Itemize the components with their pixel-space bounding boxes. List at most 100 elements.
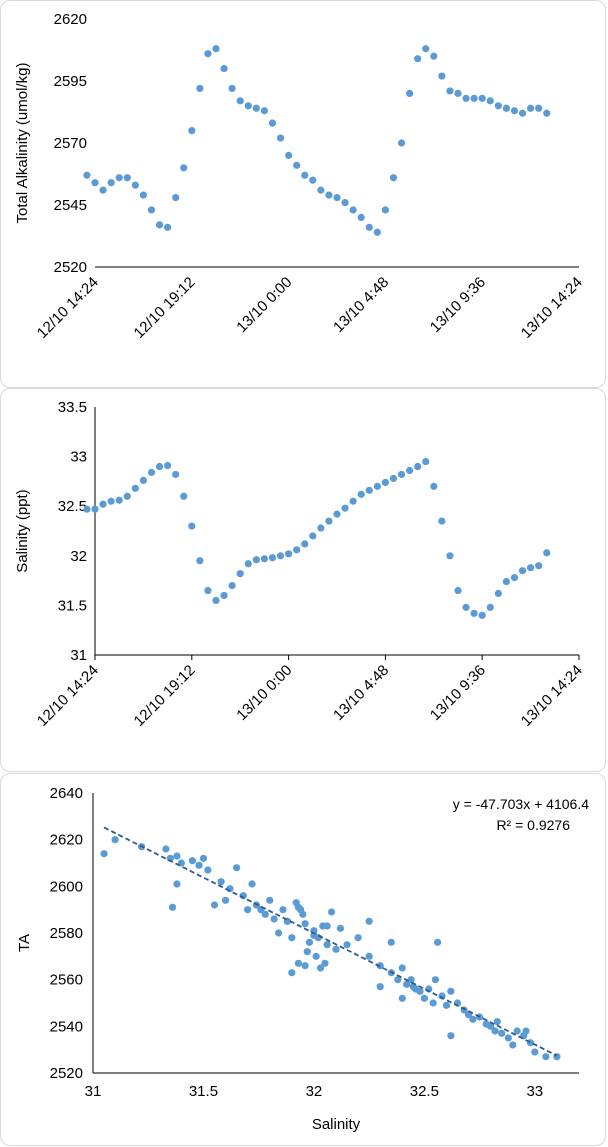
y-tick-label: 2600 bbox=[50, 878, 83, 895]
data-point bbox=[173, 880, 181, 888]
data-point bbox=[430, 482, 438, 490]
data-point bbox=[510, 574, 519, 582]
data-point bbox=[164, 461, 172, 470]
data-point bbox=[172, 193, 180, 202]
x-axis-title: Salinity bbox=[312, 1116, 361, 1133]
data-point bbox=[131, 484, 139, 492]
data-point bbox=[397, 470, 406, 479]
data-point bbox=[276, 134, 285, 142]
data-point bbox=[518, 109, 527, 117]
data-point bbox=[336, 924, 345, 932]
data-point bbox=[217, 878, 225, 886]
data-point bbox=[139, 191, 147, 199]
x-tick-label: 13/10 0:00 bbox=[233, 274, 295, 336]
data-point bbox=[188, 857, 197, 865]
y-tick-label: 31 bbox=[70, 647, 87, 664]
data-point bbox=[398, 994, 406, 1002]
data-point bbox=[422, 457, 430, 466]
data-point bbox=[323, 922, 331, 930]
x-tick-label: 13/10 14:24 bbox=[518, 662, 586, 730]
data-point bbox=[527, 564, 535, 572]
alkalinity-time-chart-panel: 2520 2545 2570 2595 2620 12/10 14:24 12/10 19:… bbox=[0, 0, 606, 388]
data-point bbox=[293, 161, 301, 169]
data-point bbox=[341, 504, 349, 512]
y-axis-title: Salinity (ppt) bbox=[14, 489, 31, 572]
data-point bbox=[447, 1032, 455, 1040]
data-point bbox=[341, 198, 349, 207]
data-point bbox=[228, 84, 236, 93]
data-point bbox=[438, 72, 446, 80]
y-tick-label: 2640 bbox=[50, 785, 83, 802]
data-point bbox=[204, 50, 212, 58]
y-tick-label: 2580 bbox=[50, 925, 83, 942]
data-point bbox=[414, 55, 422, 63]
data-point bbox=[365, 223, 373, 231]
data-point bbox=[486, 97, 494, 105]
data-point bbox=[131, 181, 139, 189]
data-point bbox=[333, 193, 341, 202]
data-point bbox=[188, 127, 196, 135]
y-tick-label: 2540 bbox=[50, 1018, 83, 1035]
data-point bbox=[470, 94, 478, 102]
data-point bbox=[221, 896, 230, 904]
y-tick-label: 33 bbox=[70, 449, 87, 466]
x-tick-label: 13/10 4:48 bbox=[330, 274, 392, 336]
y-axis-title: Total Alkalinity (umol/kg) bbox=[14, 63, 31, 224]
data-point bbox=[491, 1027, 499, 1035]
data-point bbox=[478, 611, 486, 619]
data-point bbox=[487, 1022, 495, 1030]
data-point bbox=[210, 901, 219, 909]
data-point bbox=[454, 89, 462, 97]
data-point bbox=[196, 557, 204, 565]
data-point bbox=[260, 555, 268, 563]
data-point bbox=[430, 52, 438, 60]
data-point bbox=[228, 581, 236, 590]
data-point bbox=[494, 589, 502, 598]
y-axis-title: TA bbox=[16, 934, 33, 952]
x-tick-label: 13/10 9:36 bbox=[427, 274, 489, 336]
data-point bbox=[99, 186, 107, 194]
data-point bbox=[513, 1027, 521, 1035]
y-tick-label: 33.5 bbox=[58, 399, 87, 416]
data-point bbox=[123, 174, 131, 182]
data-point bbox=[111, 836, 119, 844]
data-point bbox=[406, 89, 414, 97]
data-point bbox=[325, 191, 333, 199]
data-point bbox=[416, 987, 424, 995]
y-tick-label: 2620 bbox=[50, 832, 83, 849]
data-point bbox=[305, 938, 314, 946]
data-point bbox=[172, 470, 180, 479]
data-point bbox=[301, 171, 309, 179]
data-point bbox=[462, 603, 470, 611]
data-point bbox=[83, 171, 91, 179]
x-tick-label: 13/10 14:24 bbox=[518, 274, 586, 342]
data-point bbox=[494, 102, 502, 110]
data-point bbox=[470, 609, 478, 617]
y-tick-label: 2560 bbox=[50, 972, 83, 989]
data-point bbox=[268, 554, 277, 562]
data-point bbox=[309, 176, 317, 184]
data-point bbox=[343, 941, 351, 949]
data-point bbox=[123, 492, 131, 500]
data-point bbox=[349, 497, 357, 505]
data-point bbox=[332, 945, 340, 953]
data-point bbox=[180, 164, 188, 172]
data-point bbox=[509, 1041, 517, 1049]
x-tick-label: 32 bbox=[306, 1083, 323, 1100]
data-point bbox=[164, 223, 172, 231]
data-point bbox=[199, 854, 208, 862]
data-point bbox=[535, 104, 543, 112]
data-point bbox=[276, 552, 285, 560]
data-point bbox=[510, 107, 519, 115]
data-point bbox=[274, 929, 283, 937]
data-point bbox=[397, 139, 406, 147]
data-point bbox=[285, 550, 293, 558]
data-point bbox=[373, 228, 381, 236]
data-point bbox=[373, 482, 381, 490]
data-point bbox=[543, 549, 551, 557]
x-tick-label: 12/10 19:12 bbox=[131, 274, 199, 342]
x-tick-label: 32.5 bbox=[410, 1083, 439, 1100]
data-point bbox=[173, 852, 181, 860]
data-point bbox=[543, 109, 551, 117]
trendline bbox=[103, 826, 558, 1057]
